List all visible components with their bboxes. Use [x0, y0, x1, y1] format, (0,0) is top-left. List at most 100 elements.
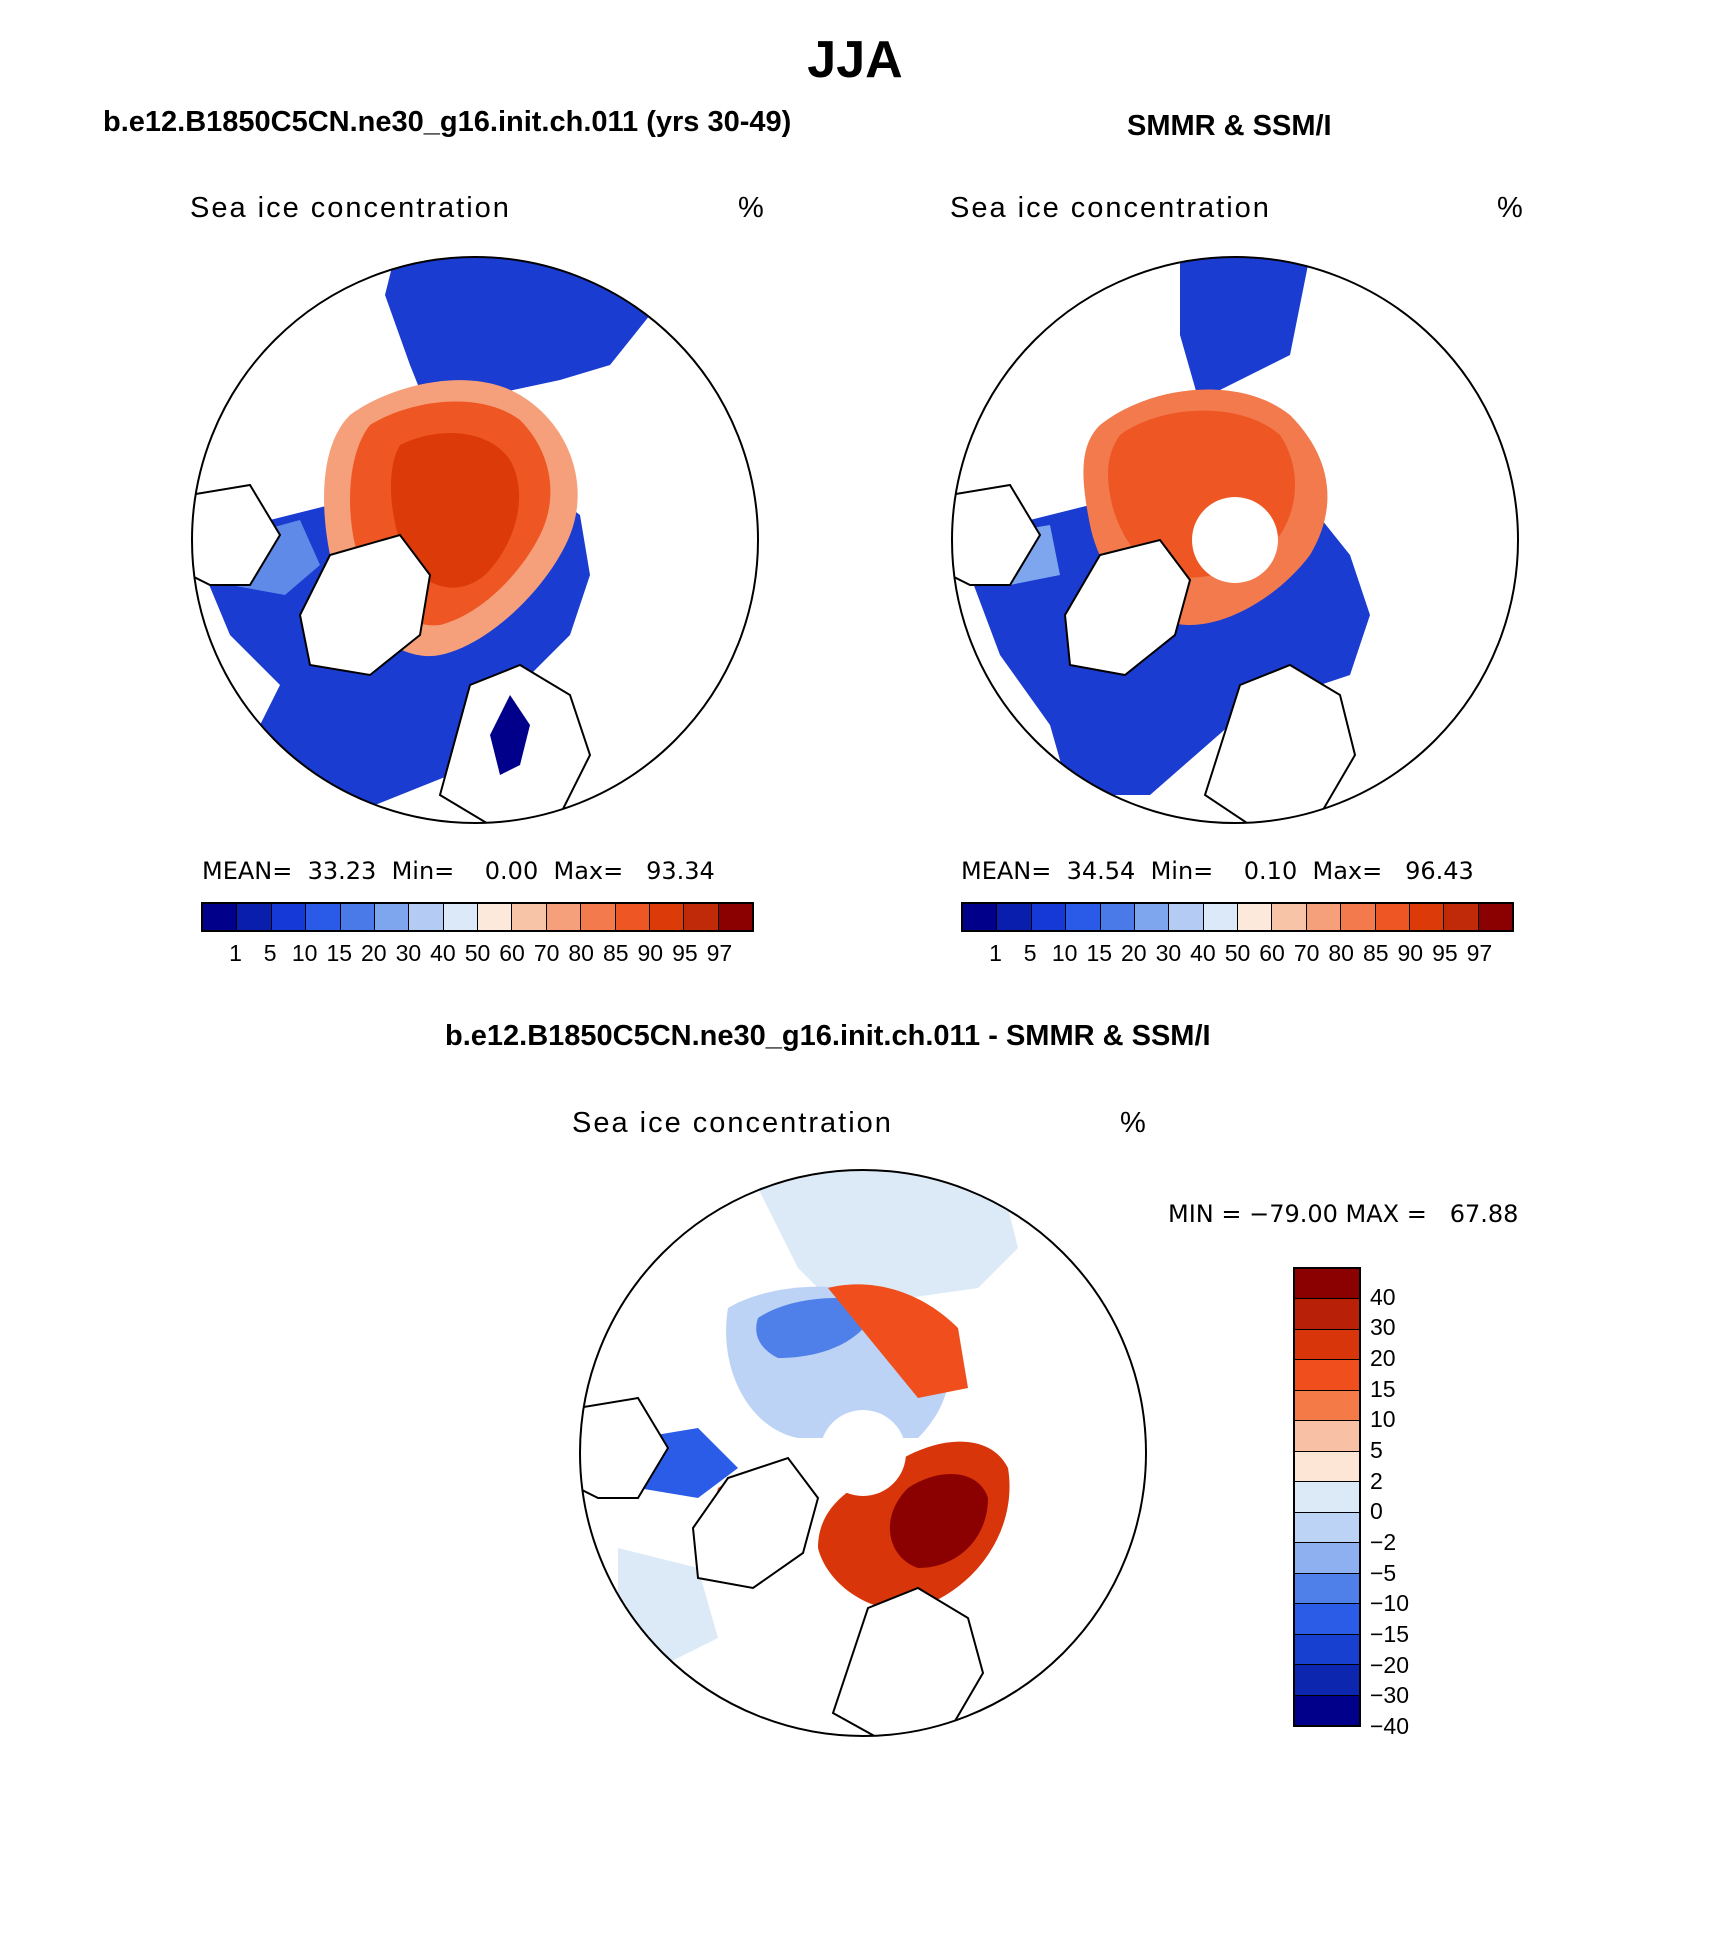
panel-1-polar-map — [191, 256, 759, 824]
panel-2-stats: MEAN= 34.54 Min= 0.10 Max= 96.43 — [961, 857, 1474, 885]
colorbar-tick-label: 97 — [1466, 940, 1493, 966]
colorbar-tick-label: 5 — [1023, 940, 1037, 966]
colorbar-tick-label: 97 — [706, 940, 733, 966]
colorbar-swatch — [615, 904, 650, 930]
colorbar-swatch — [1169, 904, 1204, 930]
colorbar-swatch — [1409, 904, 1445, 930]
panel-1-variable-label: Sea ice concentration — [190, 192, 511, 224]
panel-3-variable-label: Sea ice concentration — [572, 1107, 893, 1139]
colorbar-swatch — [1375, 904, 1410, 930]
colorbar-swatch — [1295, 1299, 1359, 1330]
colorbar-swatch — [1295, 1604, 1359, 1635]
colorbar-tick-label: −15 — [1370, 1621, 1410, 1647]
colorbar-tick-label: −2 — [1370, 1529, 1397, 1555]
colorbar-tick-label: 0 — [1370, 1498, 1383, 1525]
panel-1-stats: MEAN= 33.23 Min= 0.00 Max= 93.34 — [202, 857, 715, 885]
colorbar-tick-label: 20 — [1121, 940, 1147, 966]
colorbar-tick-label: 50 — [464, 940, 491, 966]
colorbar-tick-label: 60 — [499, 940, 525, 966]
colorbar-tick-label: 95 — [1432, 940, 1458, 966]
panel-1-colorbar — [201, 902, 754, 932]
colorbar-tick-label: 15 — [1370, 1375, 1396, 1402]
colorbar-tick-label: −5 — [1370, 1559, 1397, 1586]
colorbar-swatch — [271, 904, 307, 930]
colorbar-swatch — [997, 904, 1032, 930]
colorbar-tick-label: −10 — [1370, 1590, 1410, 1617]
colorbar-swatch — [1306, 904, 1342, 930]
colorbar-swatch — [1134, 904, 1170, 930]
colorbar-swatch — [1478, 904, 1512, 930]
panel-3-pole-hole — [820, 1410, 906, 1496]
colorbar-swatch — [1295, 1360, 1359, 1391]
colorbar-swatch — [1295, 1390, 1359, 1422]
colorbar-swatch — [1295, 1573, 1359, 1605]
colorbar-swatch — [1295, 1543, 1359, 1574]
colorbar-swatch — [1341, 904, 1376, 930]
colorbar-tick-label: 50 — [1224, 940, 1251, 966]
colorbar-swatch — [581, 904, 616, 930]
colorbar-tick-label: 1 — [229, 940, 242, 966]
colorbar-swatch — [1295, 1421, 1359, 1452]
colorbar-tick-label: 40 — [1370, 1283, 1396, 1310]
page-title: JJA — [807, 31, 903, 89]
colorbar-swatch — [237, 904, 272, 930]
colorbar-swatch — [546, 904, 582, 930]
panel-3-title: b.e12.B1850C5CN.ne30_g16.init.ch.011 - S… — [445, 1020, 1211, 1052]
colorbar-tick-label: −40 — [1370, 1713, 1410, 1739]
colorbar-swatch — [1295, 1329, 1359, 1361]
colorbar-tick-label: 10 — [1051, 940, 1078, 966]
colorbar-swatch — [409, 904, 444, 930]
colorbar-tick-label: 60 — [1259, 940, 1285, 966]
colorbar-swatch — [1031, 904, 1067, 930]
colorbar-swatch — [1295, 1451, 1359, 1483]
colorbar-swatch — [649, 904, 685, 930]
panel-2-polar-map — [951, 256, 1519, 824]
colorbar-tick-label: 2 — [1370, 1467, 1383, 1494]
colorbar-swatch — [684, 904, 719, 930]
colorbar-tick-label: 90 — [1397, 940, 1424, 966]
colorbar-tick-label: 40 — [430, 940, 456, 966]
colorbar-swatch — [1295, 1482, 1359, 1513]
colorbar-swatch — [443, 904, 478, 930]
colorbar-swatch — [1295, 1695, 1359, 1726]
panel-3-stats: MIN = −79.00 MAX = 67.88 — [1168, 1200, 1519, 1228]
colorbar-tick-label: 5 — [263, 940, 277, 966]
panel-3-unit-label: % — [1120, 1107, 1146, 1139]
colorbar-tick-label: 40 — [1190, 940, 1216, 966]
colorbar-tick-label: 30 — [1370, 1314, 1396, 1341]
colorbar-swatch — [374, 904, 410, 930]
colorbar-swatch — [306, 904, 341, 930]
panel-2-unit-label: % — [1497, 192, 1523, 224]
colorbar-tick-label: 30 — [1155, 940, 1182, 966]
colorbar-swatch — [1066, 904, 1101, 930]
panel-2-title: SMMR & SSM/I — [1127, 110, 1332, 142]
colorbar-swatch — [1295, 1512, 1359, 1544]
colorbar-swatch — [963, 904, 998, 930]
colorbar-tick-label: 80 — [1328, 940, 1354, 966]
colorbar-tick-label: 70 — [1293, 940, 1320, 966]
colorbar-swatch — [1203, 904, 1238, 930]
panel-1-unit-label: % — [738, 192, 764, 224]
colorbar-swatch — [340, 904, 375, 930]
colorbar-swatch — [203, 904, 238, 930]
colorbar-tick-label: 1 — [989, 940, 1002, 966]
colorbar-tick-label: 30 — [395, 940, 422, 966]
colorbar-tick-label: 10 — [1370, 1406, 1396, 1433]
colorbar-swatch — [1444, 904, 1479, 930]
colorbar-swatch — [1238, 904, 1273, 930]
colorbar-swatch — [1295, 1269, 1359, 1300]
panel-1-title: b.e12.B1850C5CN.ne30_g16.init.ch.011 (yr… — [103, 106, 792, 138]
colorbar-tick-label: 5 — [1370, 1437, 1383, 1463]
colorbar-tick-label: 85 — [602, 940, 629, 966]
colorbar-swatch — [1295, 1665, 1359, 1696]
colorbar-swatch — [1100, 904, 1135, 930]
panel-3-colorbar — [1293, 1267, 1361, 1727]
colorbar-tick-label: −20 — [1370, 1651, 1410, 1678]
colorbar-tick-label: −30 — [1370, 1682, 1410, 1709]
colorbar-swatch — [1272, 904, 1307, 930]
colorbar-tick-label: 20 — [361, 940, 387, 966]
colorbar-tick-label: 95 — [672, 940, 698, 966]
colorbar-swatch — [478, 904, 513, 930]
colorbar-tick-label: 90 — [637, 940, 664, 966]
colorbar-tick-label: 85 — [1362, 940, 1389, 966]
